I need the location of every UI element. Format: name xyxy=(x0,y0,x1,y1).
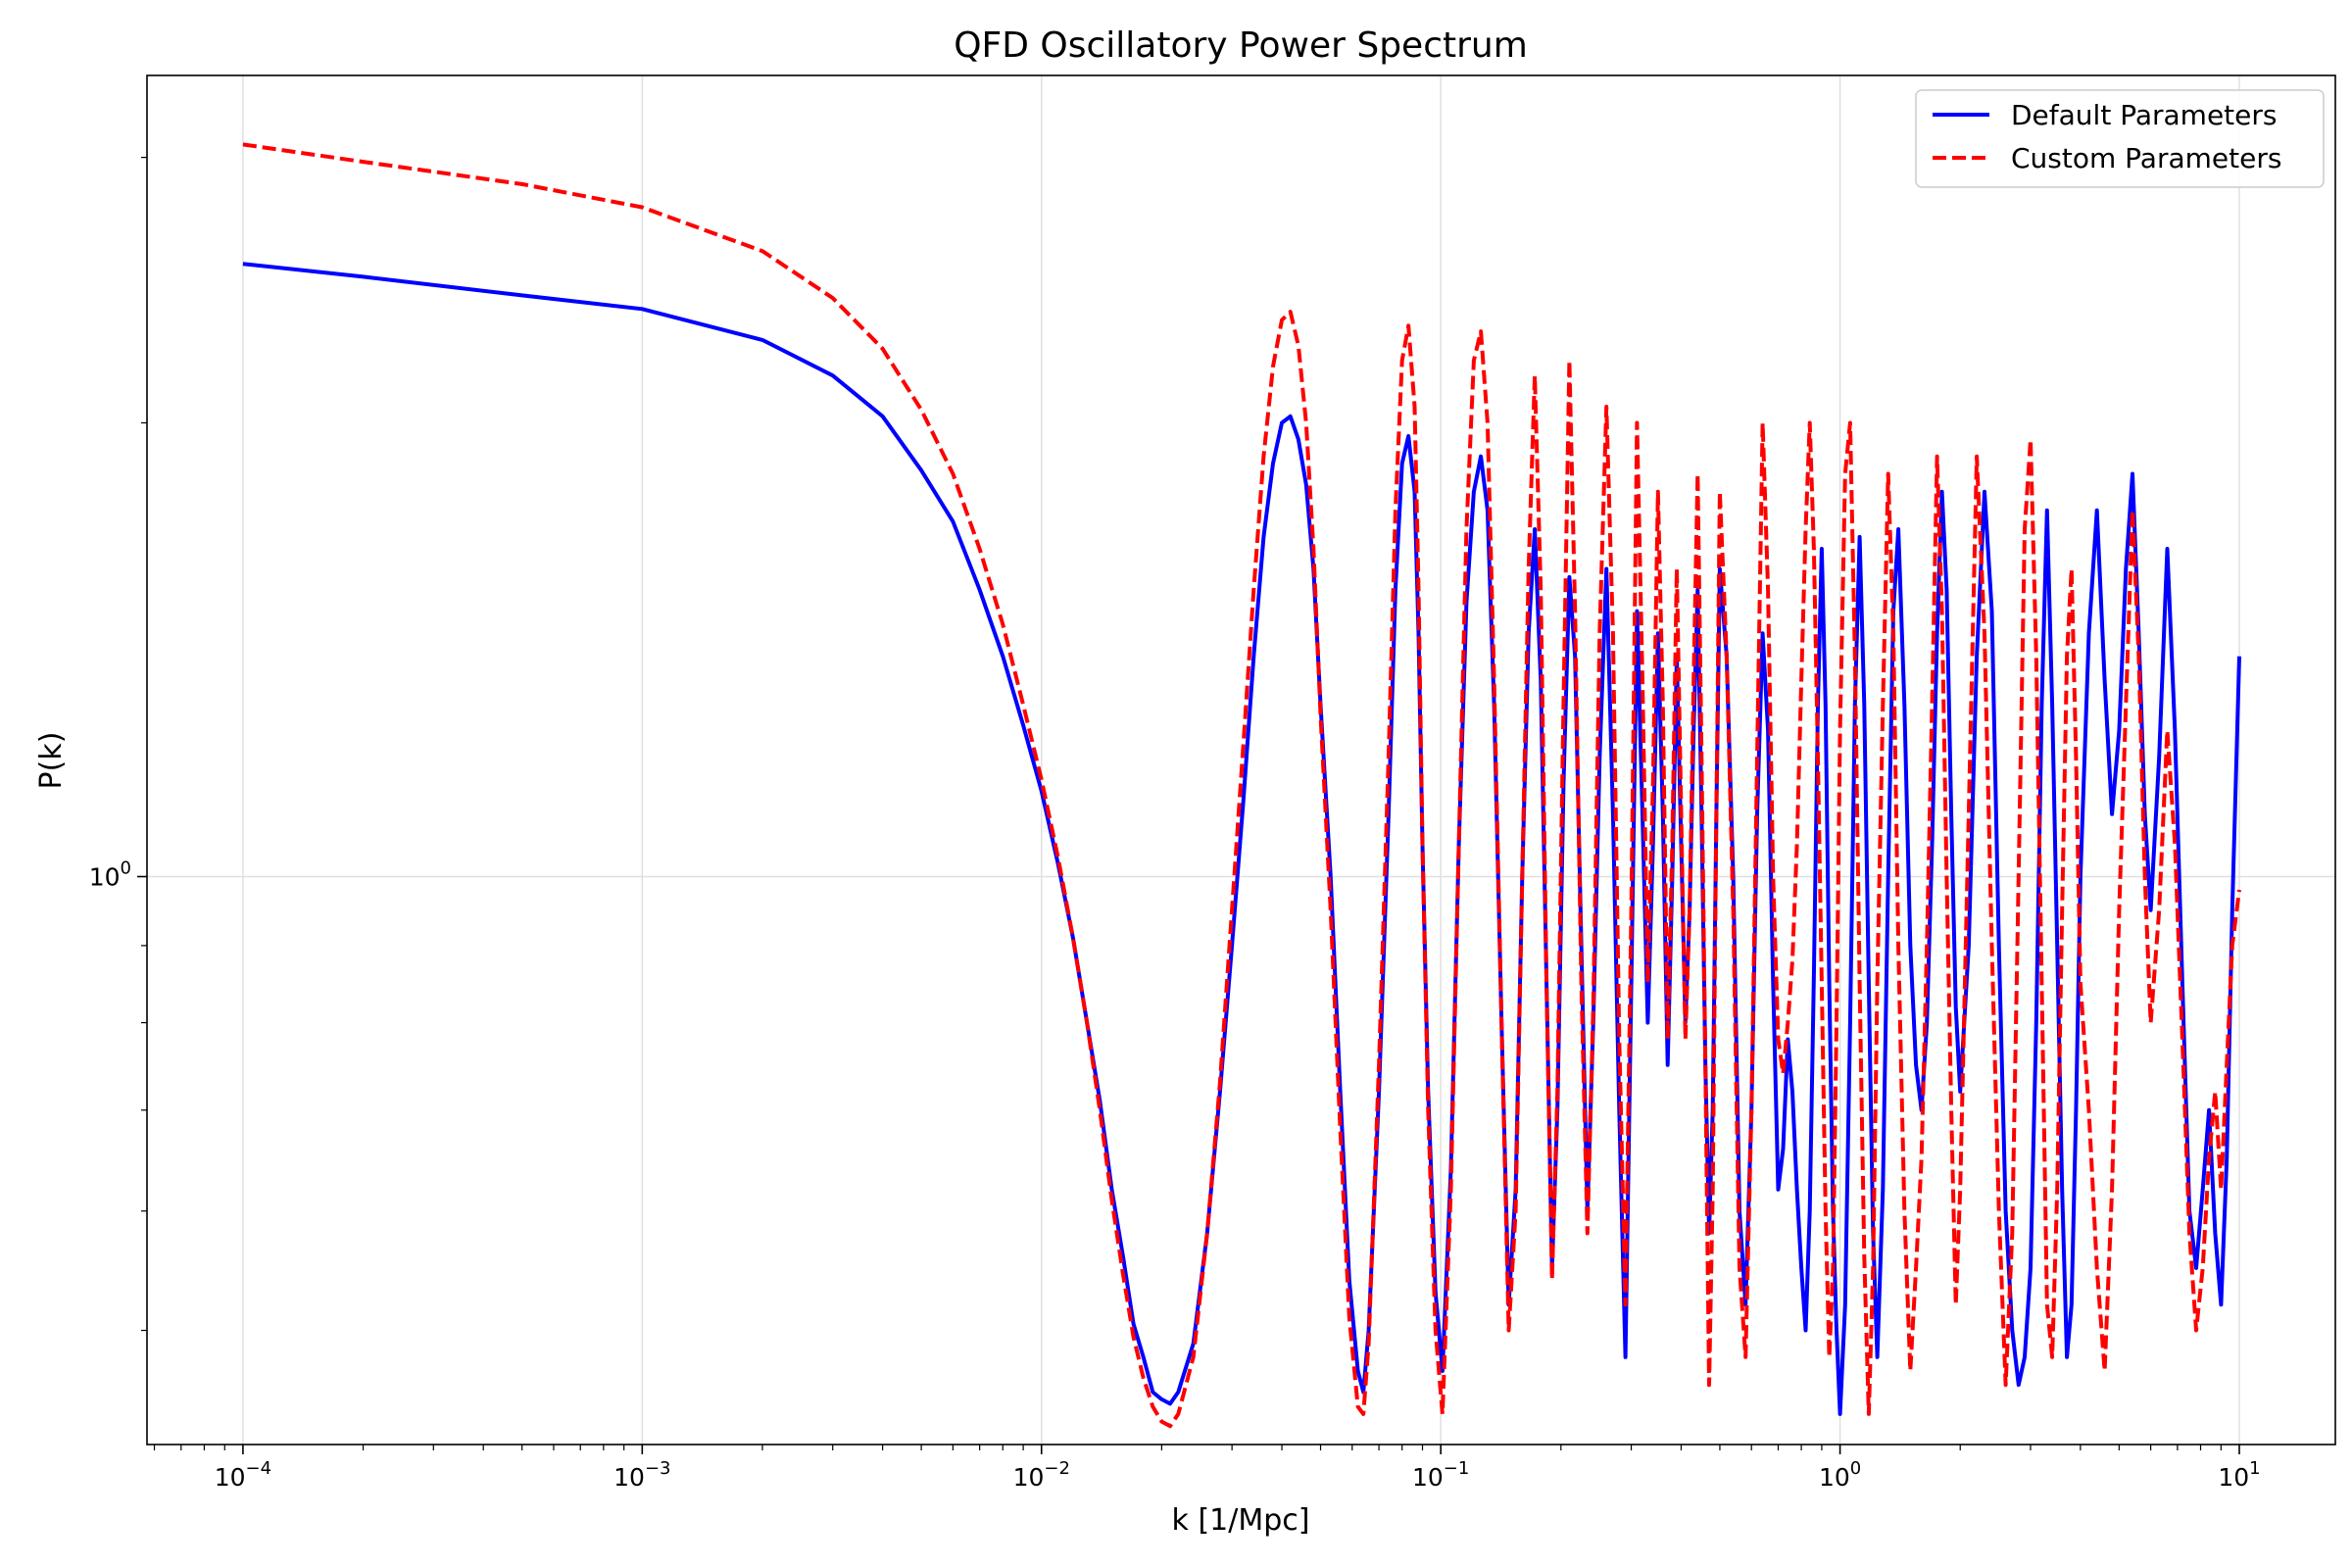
x-tick-label: 100 xyxy=(1819,1458,1861,1492)
chart-title: QFD Oscillatory Power Spectrum xyxy=(954,25,1528,66)
x-tick-label: 10−3 xyxy=(613,1458,670,1492)
plot-frame xyxy=(146,74,2336,1446)
axis-ticks: 10−4 10−3 10−2 10−1 100 101 100 xyxy=(89,157,2261,1492)
x-tick-label: 10−2 xyxy=(1013,1458,1070,1492)
legend-box xyxy=(1915,89,2325,188)
y-tick-label: 100 xyxy=(89,858,131,891)
x-axis-label: k [1/Mpc] xyxy=(1172,1503,1310,1538)
series-line-default xyxy=(242,262,2241,1416)
series-layer xyxy=(242,142,2241,1429)
series-line-custom xyxy=(242,142,2241,1429)
y-axis-label: P(k) xyxy=(34,732,69,790)
x-tick-label: 10−4 xyxy=(215,1458,271,1492)
x-tick-label: 101 xyxy=(2218,1458,2260,1492)
x-tick-label: 10−1 xyxy=(1412,1458,1469,1492)
legend: Default Parameters Custom Parameters xyxy=(1915,89,2325,188)
legend-label-default: Default Parameters xyxy=(2011,99,2277,131)
legend-label-custom: Custom Parameters xyxy=(2011,142,2281,174)
